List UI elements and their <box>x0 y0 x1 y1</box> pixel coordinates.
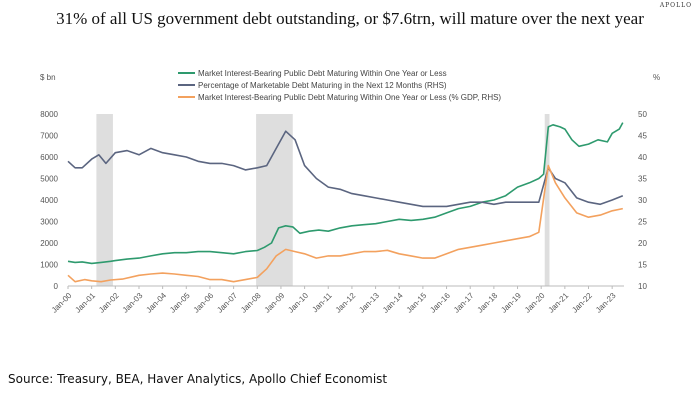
x-tick-label: Jan-21 <box>547 291 571 315</box>
right-tick-label: 30 <box>638 196 647 205</box>
x-tick-label: Jan-13 <box>357 291 381 315</box>
recession-band <box>256 114 293 286</box>
x-tick-label: Jan-06 <box>192 291 216 315</box>
right-tick-label: 35 <box>638 175 647 184</box>
x-tick-label: Jan-14 <box>381 291 405 315</box>
left-tick-label: 1000 <box>40 261 58 270</box>
left-tick-label: 4000 <box>40 196 58 205</box>
left-tick-label: 7000 <box>40 132 58 141</box>
right-tick-label: 40 <box>638 153 647 162</box>
x-tick-label: Jan-23 <box>594 291 618 315</box>
x-tick-label: Jan-20 <box>523 291 547 315</box>
x-tick-label: Jan-08 <box>239 291 263 315</box>
legend-label-2: Percentage of Marketable Debt Maturing i… <box>198 81 447 90</box>
x-tick-label: Jan-10 <box>286 291 310 315</box>
left-tick-label: 2000 <box>40 239 58 248</box>
x-tick-label: Jan-16 <box>428 291 452 315</box>
legend-label-1: Market Interest-Bearing Public Debt Matu… <box>198 69 447 78</box>
x-tick-label: Jan-11 <box>310 291 334 315</box>
source-note: Source: Treasury, BEA, Haver Analytics, … <box>8 372 388 386</box>
right-tick-label: 15 <box>638 261 647 270</box>
x-tick-label: Jan-05 <box>168 291 192 315</box>
left-axis-unit: $ bn <box>40 73 56 82</box>
brand-logo: APOLLO <box>659 2 692 9</box>
x-tick-label: Jan-12 <box>334 291 358 315</box>
left-tick-label: 5000 <box>40 175 58 184</box>
x-tick-label: Jan-04 <box>144 291 168 315</box>
x-tick-label: Jan-22 <box>570 291 594 315</box>
x-tick-label: Jan-15 <box>405 291 429 315</box>
right-tick-label: 25 <box>638 218 647 227</box>
left-tick-label: 8000 <box>40 110 58 119</box>
x-tick-label: Jan-02 <box>97 291 121 315</box>
series-line-2 <box>67 130 624 208</box>
x-tick-label: Jan-01 <box>73 291 97 315</box>
x-tick-label: Jan-19 <box>499 291 523 315</box>
right-tick-label: 50 <box>638 110 647 119</box>
left-tick-label: 6000 <box>40 153 58 162</box>
right-tick-label: 10 <box>638 282 647 291</box>
right-axis-unit: % <box>653 73 660 82</box>
series-line-3 <box>67 164 623 283</box>
right-tick-label: 20 <box>638 239 647 248</box>
right-tick-label: 45 <box>638 132 647 141</box>
recession-band <box>544 114 550 286</box>
left-tick-label: 0 <box>54 282 59 291</box>
chart-title: 31% of all US government debt outstandin… <box>56 9 644 28</box>
x-tick-label: Jan-03 <box>121 291 145 315</box>
x-tick-label: Jan-00 <box>50 291 74 315</box>
left-tick-label: 3000 <box>40 218 58 227</box>
x-tick-label: Jan-18 <box>476 291 500 315</box>
x-tick-label: Jan-07 <box>215 291 239 315</box>
x-tick-label: Jan-09 <box>263 291 287 315</box>
chart: $ bn % 0 1000 2000 3000 4000 5000 6000 7000 8000 10… <box>40 69 660 315</box>
series-line-1 <box>67 122 624 265</box>
legend-label-3: Market Interest-Bearing Public Debt Matu… <box>198 93 501 102</box>
x-tick-label: Jan-17 <box>452 291 476 315</box>
recession-band <box>96 114 113 286</box>
